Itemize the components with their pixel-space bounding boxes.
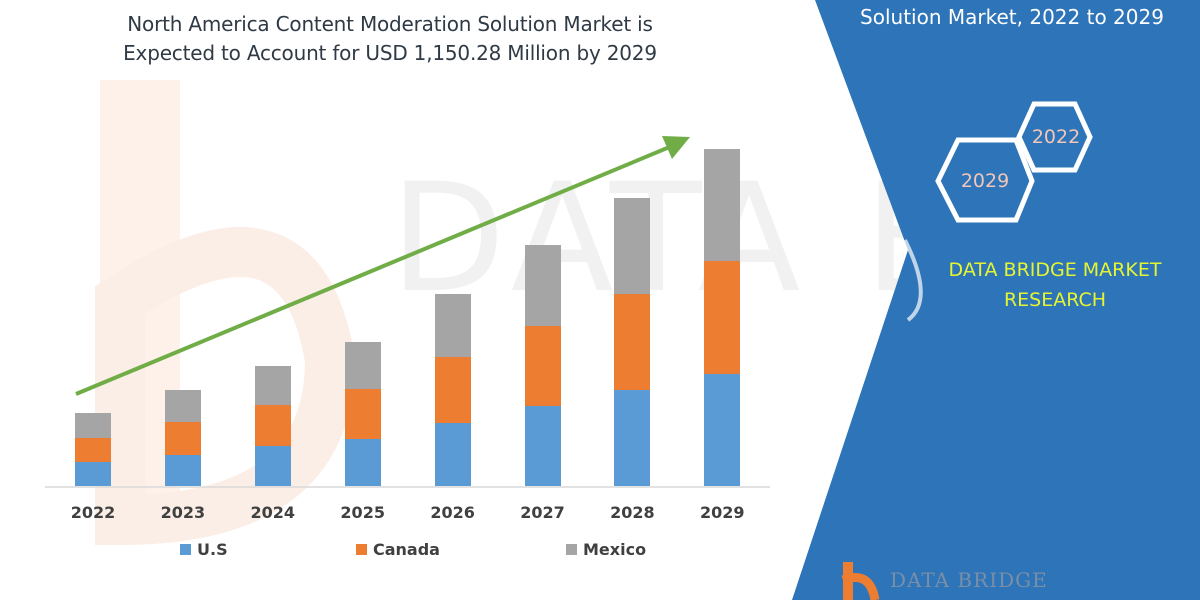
legend-swatch-canada xyxy=(356,544,367,555)
logo-text: DATA BRIDGE xyxy=(890,568,1048,592)
bar-canada-2022 xyxy=(75,438,111,462)
chart-title-line-1: North America Content Moderation Solutio… xyxy=(127,12,653,36)
x-tick-label: 2024 xyxy=(250,503,296,522)
bar-canada-2024 xyxy=(254,405,291,446)
hex-label-2022: 2022 xyxy=(1031,126,1081,148)
brand-name: DATA BRIDGE MARKET RESEARCH xyxy=(920,255,1190,315)
legend-label-us: U.S xyxy=(197,540,228,559)
chart-title-line-2: Expected to Account for USD 1,150.28 Mil… xyxy=(123,41,657,65)
bar-canada-2023 xyxy=(164,422,201,455)
bar-mexico-2026 xyxy=(434,294,471,357)
legend-item-canada: Canada xyxy=(356,540,440,559)
side-panel-title: Solution Market, 2022 to 2029 xyxy=(860,5,1164,29)
legend-item-mexico: Mexico xyxy=(566,540,646,559)
x-tick-label: 2026 xyxy=(430,503,475,522)
trend-arrow-head xyxy=(662,136,690,159)
x-tick-label: 2025 xyxy=(340,503,385,522)
bar-mexico-2029 xyxy=(704,149,741,261)
bar-mexico-2024 xyxy=(254,366,291,405)
bar-canada-2029 xyxy=(704,261,741,374)
bar-us-2022 xyxy=(75,462,111,486)
bar-us-2023 xyxy=(164,455,201,486)
bar-canada-2025 xyxy=(344,389,381,439)
x-tick-label: 2029 xyxy=(700,503,745,522)
bar-canada-2027 xyxy=(524,326,561,406)
bar-us-2027 xyxy=(524,406,561,486)
bar-us-2026 xyxy=(434,423,471,486)
bar-us-2025 xyxy=(344,439,381,486)
legend-item-us: U.S xyxy=(180,540,228,559)
legend-swatch-us xyxy=(180,544,191,555)
bar-canada-2028 xyxy=(614,294,651,390)
logo-mark xyxy=(843,562,853,600)
legend-label-canada: Canada xyxy=(373,540,440,559)
hex-label-2029: 2029 xyxy=(960,170,1010,192)
chart-title: North America Content Moderation Solutio… xyxy=(60,10,720,68)
brand-line-1: DATA BRIDGE MARKET xyxy=(948,259,1162,281)
x-tick-label: 2023 xyxy=(160,503,206,522)
bar-us-2028 xyxy=(614,390,651,486)
x-tick-label: 2028 xyxy=(610,503,655,522)
x-tick-label: 2027 xyxy=(520,503,565,522)
legend-label-mexico: Mexico xyxy=(583,540,647,559)
bar-canada-2026 xyxy=(434,357,471,423)
bar-mexico-2028 xyxy=(614,198,651,294)
bar-us-2029 xyxy=(704,374,741,486)
bar-mexico-2023 xyxy=(164,390,201,422)
bar-mexico-2022 xyxy=(75,413,111,438)
bar-mexico-2027 xyxy=(524,245,561,326)
brand-line-2: RESEARCH xyxy=(1003,289,1107,311)
legend-swatch-mexico xyxy=(566,544,577,555)
x-tick-label: 2022 xyxy=(70,503,116,522)
bar-mexico-2025 xyxy=(344,342,381,389)
bar-us-2024 xyxy=(254,446,291,486)
watermark-logo-bowl xyxy=(95,227,356,546)
